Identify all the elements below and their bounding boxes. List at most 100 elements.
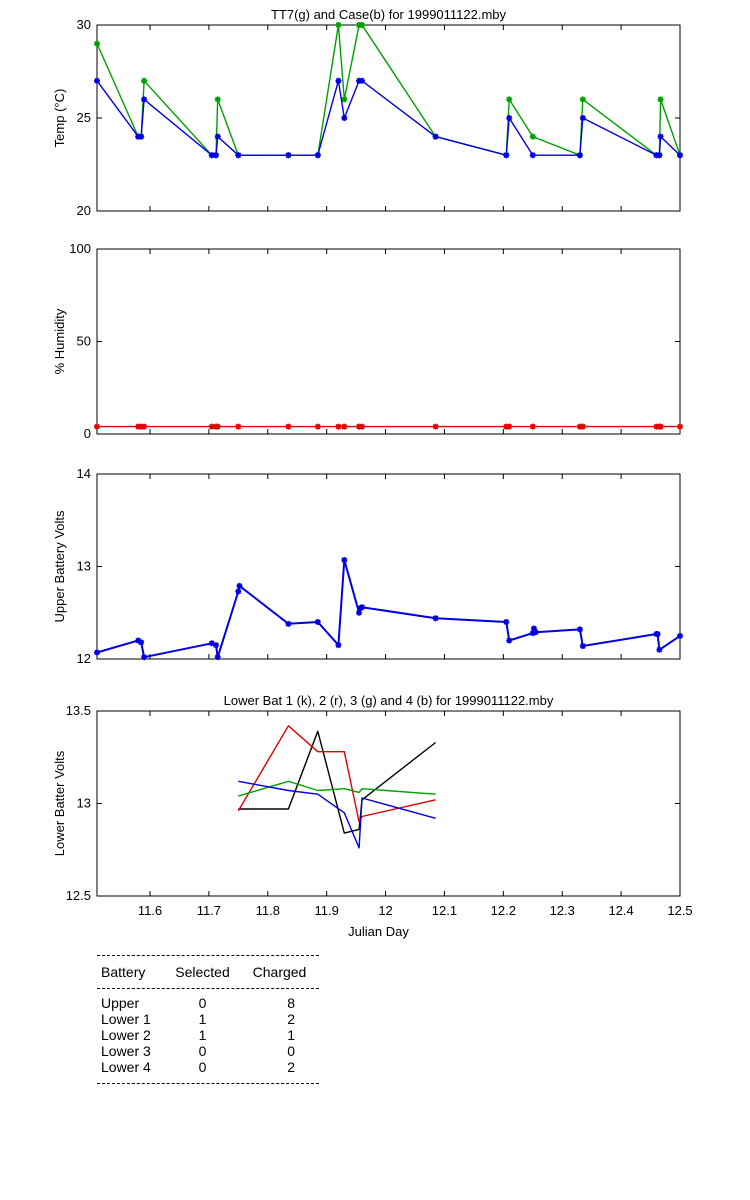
data-point-blue <box>530 625 537 632</box>
data-point-blue <box>579 115 586 121</box>
y-tick-label: 20 <box>77 203 91 218</box>
y-axis-label: % Humidity <box>52 308 67 374</box>
chart-title: TT7(g) and Case(b) for 1999011122.mby <box>271 7 507 22</box>
table-row: Lower 2 1 1 <box>97 1027 319 1043</box>
plot-frame <box>96 24 681 212</box>
data-point-green <box>341 96 348 103</box>
series-line-blue <box>96 80 681 156</box>
series-line-red <box>237 725 436 823</box>
data-point-green <box>506 96 513 103</box>
cell-battery: Lower 3 <box>101 1043 151 1059</box>
y-tick-label: 25 <box>77 110 91 125</box>
data-point-blue <box>135 637 142 644</box>
data-point-green <box>529 133 536 140</box>
cell-charged: 0 <box>287 1043 295 1059</box>
data-point-blue <box>677 152 683 159</box>
series-line-green <box>96 24 681 156</box>
data-point-red <box>335 423 342 430</box>
y-tick-label: 100 <box>69 241 91 256</box>
plot-frame <box>96 248 681 435</box>
data-point-blue <box>503 152 510 159</box>
plot-frame <box>96 473 681 660</box>
data-point-blue <box>94 77 100 84</box>
data-point-red <box>506 423 513 430</box>
data-point-blue <box>214 654 221 661</box>
cell-battery: Lower 1 <box>101 1011 151 1027</box>
data-point-red <box>359 423 365 430</box>
data-point-blue <box>285 620 292 627</box>
cell-selected: 0 <box>198 995 207 1011</box>
data-point-blue <box>529 152 536 159</box>
data-point-blue <box>235 152 242 159</box>
table-rule-mid <box>97 988 319 989</box>
data-point-blue <box>208 152 215 159</box>
cell-charged: 8 <box>287 995 295 1011</box>
figure: 20 25 30 TT7(g) and Case(b) for 1999011122.… <box>52 7 693 939</box>
data-point-blue <box>359 604 365 611</box>
data-point-red <box>141 423 148 430</box>
data-point-red <box>214 423 221 430</box>
data-point-green <box>94 40 100 47</box>
y-tick-label: 13.5 <box>66 703 91 718</box>
data-point-green <box>657 96 664 103</box>
data-point-blue <box>335 642 342 649</box>
data-point-red <box>208 423 215 430</box>
data-point-blue <box>359 77 365 84</box>
data-point-green <box>141 77 148 84</box>
table-row: Upper 0 8 <box>97 995 319 1011</box>
data-point-blue <box>208 640 215 647</box>
data-point-red <box>341 423 348 430</box>
table-row: Lower 3 0 0 <box>97 1043 319 1059</box>
cell-selected: 0 <box>198 1059 207 1075</box>
data-point-blue <box>503 619 510 625</box>
data-point-blue <box>529 630 536 637</box>
data-point-blue <box>506 115 513 121</box>
y-axis-label: Lower Batter Volts <box>52 750 67 856</box>
x-tick-label: 11.8 <box>256 903 280 918</box>
data-point-red <box>235 423 242 430</box>
x-tick-label: 12.3 <box>550 903 575 918</box>
x-tick-label: 11.7 <box>197 903 221 918</box>
data-point-blue <box>356 609 363 616</box>
data-point-blue <box>341 557 348 564</box>
data-point-red <box>432 423 439 430</box>
data-point-red <box>657 423 664 430</box>
plot-frame <box>96 710 681 897</box>
cell-selected: 1 <box>198 1011 207 1027</box>
data-point-blue <box>314 619 321 625</box>
data-point-red <box>579 423 586 430</box>
data-point-blue <box>138 639 145 646</box>
data-point-red <box>529 423 536 430</box>
data-point-blue <box>285 152 292 159</box>
table-row: Lower 4 0 2 <box>97 1059 319 1075</box>
x-tick-label: 11.6 <box>138 903 162 918</box>
data-point-blue <box>506 637 513 644</box>
data-point-blue <box>94 649 100 656</box>
series-line-blue <box>238 780 436 849</box>
data-point-blue <box>138 133 145 140</box>
data-point-blue <box>576 626 583 633</box>
data-point-blue <box>677 632 683 639</box>
data-point-blue <box>532 629 539 636</box>
data-point-blue <box>656 646 663 653</box>
x-tick-label: 12.1 <box>432 903 457 918</box>
x-tick-label: 11.9 <box>314 903 338 918</box>
table-header-row: Battery Selected Charged <box>97 960 319 984</box>
data-point-red <box>677 423 683 430</box>
data-point-green <box>335 22 342 28</box>
x-axis-label: Julian Day <box>348 924 409 939</box>
y-tick-label: 30 <box>77 17 91 32</box>
data-point-green <box>579 96 586 103</box>
data-point-blue <box>432 615 439 622</box>
x-tick-label: 12.5 <box>667 903 692 918</box>
y-tick-label: 13 <box>77 559 91 574</box>
header-charged: Charged <box>252 964 307 980</box>
data-point-blue <box>576 152 583 159</box>
y-tick-label: 12 <box>77 651 91 666</box>
series-line-blue <box>96 559 681 659</box>
data-point-blue <box>214 133 221 140</box>
table-rule-bottom <box>97 1083 319 1084</box>
data-point-red <box>285 423 292 430</box>
data-point-blue <box>314 152 321 159</box>
data-point-blue <box>341 115 348 121</box>
